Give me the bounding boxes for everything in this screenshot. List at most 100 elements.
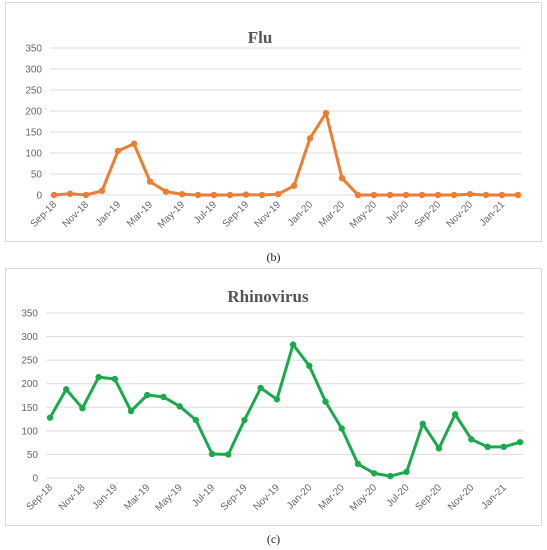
x-tick-label: Sep-18 — [25, 482, 56, 513]
data-point — [146, 178, 154, 185]
data-point — [451, 411, 459, 418]
data-point — [50, 191, 58, 199]
x-tick-label: Sep-19 — [219, 482, 250, 513]
data-point — [402, 191, 410, 199]
x-tick-label: Jul-19 — [190, 482, 217, 509]
caption-c: (c) — [266, 532, 281, 546]
data-point — [338, 175, 346, 182]
data-point — [98, 187, 106, 194]
data-point — [354, 191, 362, 199]
data-point — [208, 450, 216, 458]
y-tick-label: 250 — [25, 86, 42, 97]
data-point — [370, 470, 378, 477]
y-tick-label: 150 — [21, 403, 38, 414]
data-point — [176, 403, 183, 410]
x-tick-label: May-19 — [156, 199, 188, 231]
chart-title: Flu — [248, 28, 273, 47]
data-point — [274, 190, 282, 198]
data-point — [258, 191, 266, 199]
data-point — [466, 190, 474, 198]
data-point — [273, 396, 281, 403]
data-point — [322, 398, 329, 405]
data-point — [82, 191, 90, 199]
data-point — [192, 416, 200, 424]
rhinovirus-chart-panel: Rhinovirus 0 50 100 150 200 250 300 350 Sep-18 Nov… — [5, 268, 542, 526]
data-point — [160, 393, 167, 401]
y-tick-label: 350 — [21, 309, 38, 320]
data-point — [127, 407, 135, 415]
data-point — [226, 191, 234, 199]
data-point — [210, 191, 218, 199]
y-tick-label: 50 — [31, 170, 43, 181]
y-tick-label: 100 — [25, 149, 42, 160]
x-tick-label: Jan-20 — [286, 199, 316, 229]
y-tick-label: 200 — [25, 107, 42, 118]
caption-b: (b) — [266, 250, 281, 264]
x-tick-label: Nov-19 — [251, 482, 282, 513]
x-tick-label: Jan-19 — [91, 482, 121, 512]
data-point — [257, 384, 264, 392]
data-point — [338, 425, 345, 432]
x-tick-label: Nov-18 — [61, 199, 92, 230]
data-point — [178, 190, 186, 198]
y-tick-label: 150 — [25, 128, 42, 139]
y-tick-label: 0 — [36, 191, 42, 202]
data-point — [79, 405, 86, 412]
data-point — [514, 191, 522, 199]
x-tick-label: Mar-19 — [122, 482, 152, 512]
y-tick-label: 250 — [21, 356, 38, 367]
x-tick-label: Sep-20 — [413, 199, 444, 230]
data-point — [468, 436, 475, 443]
data-point — [111, 375, 119, 383]
data-point — [290, 182, 298, 189]
x-tick-label: Jan-21 — [478, 199, 508, 229]
data-point — [418, 191, 426, 199]
data-point — [498, 191, 506, 199]
x-tick-label: Jan-19 — [94, 199, 124, 229]
series-line — [53, 111, 518, 197]
data-point — [241, 416, 248, 424]
x-tick-label: Jan-21 — [480, 482, 510, 512]
y-tick-label: 350 — [25, 44, 42, 55]
data-point — [46, 414, 54, 421]
x-tick-label: Jul-19 — [192, 199, 219, 226]
x-tick-label: Sep-18 — [29, 199, 60, 230]
data-point — [66, 190, 74, 197]
x-tick-label: Nov-20 — [445, 199, 476, 230]
x-tick-label: Mar-20 — [317, 482, 347, 512]
y-tick-label: 100 — [21, 426, 38, 437]
data-point — [144, 391, 151, 399]
y-tick-label: 50 — [27, 450, 39, 461]
data-point — [162, 188, 170, 195]
x-tick-label: Mar-20 — [317, 199, 347, 229]
data-point — [484, 443, 491, 451]
data-point — [114, 147, 122, 155]
data-point — [500, 443, 507, 451]
x-tick-label: May-20 — [348, 482, 380, 514]
data-point — [306, 362, 313, 369]
data-point — [322, 109, 330, 117]
data-point — [95, 373, 102, 381]
data-point — [434, 191, 442, 199]
chart-title: Rhinovirus — [227, 287, 309, 306]
x-tick-label: May-19 — [153, 482, 185, 514]
flu-chart-panel: Flu 0 50 100 150 200 250 300 350 Sep-18 Nov-18 Jan-… — [5, 2, 542, 242]
data-point — [516, 438, 524, 446]
x-tick-label: Mar-19 — [125, 199, 155, 229]
x-tick-label: Sep-20 — [414, 482, 445, 513]
y-tick-label: 300 — [25, 65, 42, 76]
data-point — [306, 135, 314, 142]
data-point — [370, 191, 378, 199]
series-line — [48, 343, 521, 478]
x-tick-label: Nov-18 — [57, 482, 88, 513]
y-tick-label: 300 — [21, 332, 38, 343]
x-tick-label: Jan-20 — [285, 482, 315, 512]
data-point — [450, 191, 458, 199]
data-point — [386, 191, 394, 199]
x-tick-label: Jul-20 — [385, 482, 412, 509]
data-point — [242, 191, 250, 198]
x-tick-label: Nov-19 — [253, 199, 284, 230]
y-tick-label: 200 — [21, 379, 38, 390]
